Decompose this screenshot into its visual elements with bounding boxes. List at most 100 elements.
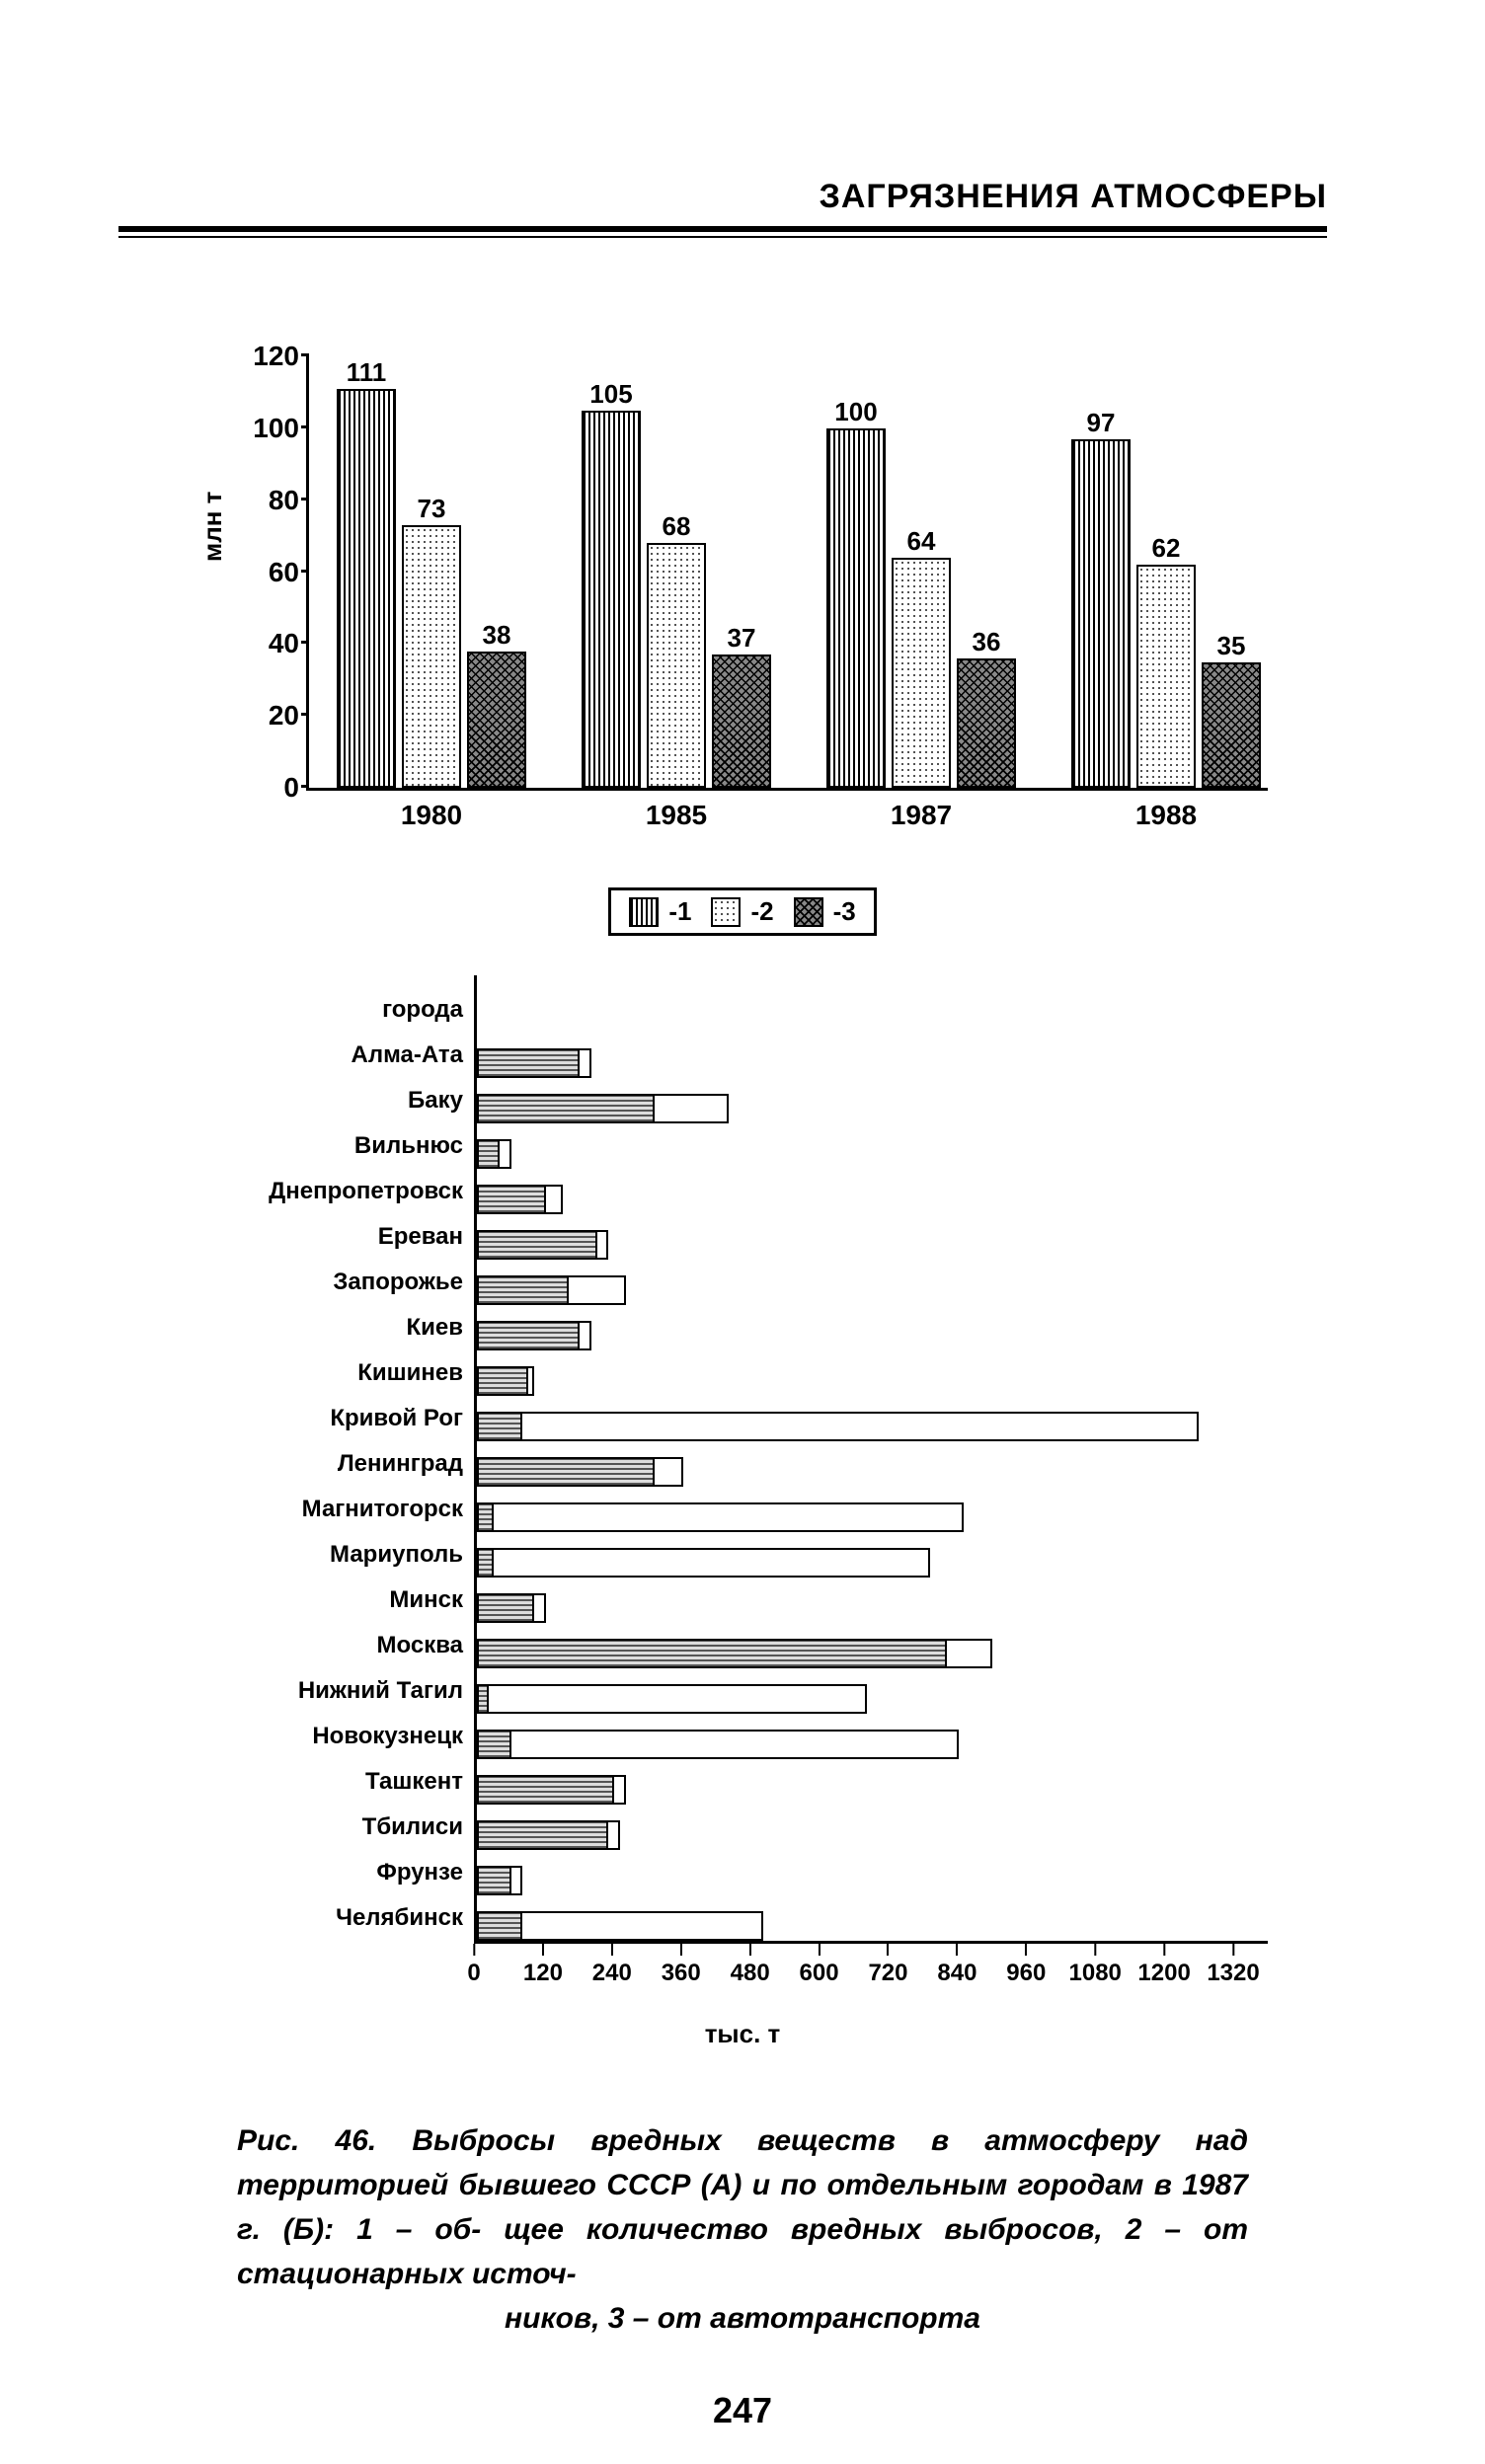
- chart-b-bar: [477, 1593, 546, 1623]
- chart-b-segment-stat: [608, 1820, 620, 1850]
- chart-a-ytick: 80: [240, 485, 299, 516]
- chart-b-city-label: Киев: [177, 1316, 477, 1340]
- chart-a-bar-value: 62: [1152, 533, 1181, 564]
- chart-b-city-label: Нижний Тагил: [177, 1679, 477, 1703]
- chart-a-category: 1980: [309, 800, 554, 831]
- chart-b-city-label: Новокузнецк: [177, 1725, 477, 1748]
- chart-b-row: Москва: [477, 1623, 1268, 1668]
- chart-a-bar: 105: [582, 411, 641, 788]
- chart-b-xtick: 720: [868, 1944, 907, 1987]
- legend-swatch: [629, 897, 659, 927]
- chart-b-segment-auto: [477, 1911, 522, 1941]
- page: ЗАГРЯЗНЕНИЯ АТМОСФЕРЫ млн т 111733819801…: [0, 0, 1485, 2464]
- chart-a-bar-value: 97: [1087, 408, 1116, 438]
- chart-b-city-label: Вильнюс: [177, 1134, 477, 1158]
- chart-b-city-label: Ленинград: [177, 1452, 477, 1476]
- chart-b-city-label: Москва: [177, 1634, 477, 1657]
- legend-label: -2: [750, 896, 773, 927]
- chart-b-bar: [477, 1866, 522, 1895]
- chart-b-segment-stat: [580, 1048, 591, 1078]
- chart-b-bar: [477, 1366, 534, 1396]
- chart-b-bar: [477, 1639, 992, 1668]
- chart-b-segment-auto: [477, 1094, 655, 1123]
- chart-b-segment-stat: [522, 1412, 1199, 1441]
- chart-b-segment-stat: [655, 1457, 683, 1487]
- chart-b-city-label: Алма-Ата: [177, 1043, 477, 1067]
- chart-b-row: Магнитогорск: [477, 1487, 1268, 1532]
- chart-b-bar: [477, 1275, 626, 1305]
- chart-a-ylabel: млн т: [197, 492, 228, 562]
- chart-b-row: Алма-Ата: [477, 1033, 1268, 1078]
- chart-b-bar: [477, 1457, 683, 1487]
- chart-b-segment-auto: [477, 1457, 655, 1487]
- chart-b-bar: [477, 1820, 620, 1850]
- chart-b-xtick: 480: [731, 1944, 770, 1987]
- chart-b-city-label: Мариуполь: [177, 1543, 477, 1567]
- chart-b-segment-auto: [477, 1321, 580, 1350]
- chart-b-xtick: 960: [1006, 1944, 1046, 1987]
- chart-b-segment-stat: [511, 1866, 523, 1895]
- chart-b-bar: [477, 1502, 964, 1532]
- chart-b-header-label: города: [177, 998, 477, 1022]
- chart-b-xtick: 600: [800, 1944, 839, 1987]
- chart-b-segment-auto: [477, 1412, 522, 1441]
- chart-b-segment-auto: [477, 1548, 494, 1578]
- chart-a-bar-value: 68: [663, 511, 691, 542]
- chart-b-city-label: Фрунзе: [177, 1861, 477, 1885]
- chart-b-segment-auto: [477, 1593, 534, 1623]
- chart-b-row: Ереван: [477, 1214, 1268, 1260]
- chart-b-xaxis: 0120240360480600720840960108012001320: [474, 1944, 1268, 2013]
- chart-a-ytick: 60: [240, 557, 299, 588]
- legend-label: -1: [668, 896, 691, 927]
- chart-a-group: 10568371985: [554, 356, 799, 788]
- chart-b-segment-auto: [477, 1230, 597, 1260]
- chart-b-xlabel: тыс. т: [178, 2019, 1307, 2049]
- chart-b-city-label: Кишинев: [177, 1361, 477, 1385]
- chart-b-bar: [477, 1321, 591, 1350]
- chart-b-segment-auto: [477, 1730, 511, 1759]
- chart-b-segment-auto: [477, 1820, 608, 1850]
- chart-b-segment-stat: [947, 1639, 992, 1668]
- chart-b-row: Фрунзе: [477, 1850, 1268, 1895]
- chart-b-segment-auto: [477, 1366, 528, 1396]
- chart-b-row: Баку: [477, 1078, 1268, 1123]
- chart-a-bar: 62: [1136, 565, 1196, 788]
- chart-b-row: Кривой Рог: [477, 1396, 1268, 1441]
- caption-line: ников, 3 – от автотранспорта: [237, 2296, 1248, 2341]
- chart-b-segment-auto: [477, 1775, 614, 1805]
- chart-b: городаАлма-АтаБакуВильнюсДнепропетровскЕ…: [178, 975, 1307, 2049]
- chart-b-segment-stat: [511, 1730, 959, 1759]
- chart-b-xtick: 360: [662, 1944, 701, 1987]
- chart-b-city-label: Запорожье: [177, 1270, 477, 1294]
- chart-a-bar: 97: [1071, 439, 1131, 788]
- chart-b-bar: [477, 1185, 563, 1214]
- chart-a-group: 9762351988: [1044, 356, 1289, 788]
- chart-b-row: Нижний Тагил: [477, 1668, 1268, 1714]
- chart-a-group: 10064361987: [799, 356, 1044, 788]
- chart-b-segment-stat: [500, 1139, 511, 1169]
- chart-b-row: Новокузнецк: [477, 1714, 1268, 1759]
- chart-a-category: 1985: [554, 800, 799, 831]
- chart-b-plot: городаАлма-АтаБакуВильнюсДнепропетровскЕ…: [474, 975, 1268, 1944]
- chart-b-segment-stat: [580, 1321, 591, 1350]
- chart-b-segment-stat: [614, 1775, 626, 1805]
- header-rule: [118, 226, 1327, 238]
- chart-a-bar-value: 64: [907, 526, 936, 557]
- page-number: 247: [118, 2390, 1367, 2431]
- chart-a-bar: 111: [337, 389, 396, 788]
- chart-b-bar: [477, 1684, 867, 1714]
- chart-b-xtick: 240: [592, 1944, 632, 1987]
- chart-a-bar: 37: [712, 654, 771, 788]
- chart-a-bar-value: 35: [1217, 631, 1246, 661]
- chart-b-row: Ташкент: [477, 1759, 1268, 1805]
- chart-b-segment-stat: [494, 1502, 964, 1532]
- chart-a-bar: 68: [647, 543, 706, 788]
- chart-b-city-label: Тбилиси: [177, 1815, 477, 1839]
- chart-a-legend: -1 -2 -3: [608, 887, 876, 936]
- chart-b-bar: [477, 1139, 511, 1169]
- chart-b-segment-stat: [534, 1593, 546, 1623]
- chart-a-bar-value: 100: [834, 397, 877, 427]
- chart-b-city-label: Кривой Рог: [177, 1407, 477, 1430]
- chart-b-bar: [477, 1730, 959, 1759]
- section-title: ЗАГРЯЗНЕНИЯ АТМОСФЕРЫ: [820, 178, 1327, 215]
